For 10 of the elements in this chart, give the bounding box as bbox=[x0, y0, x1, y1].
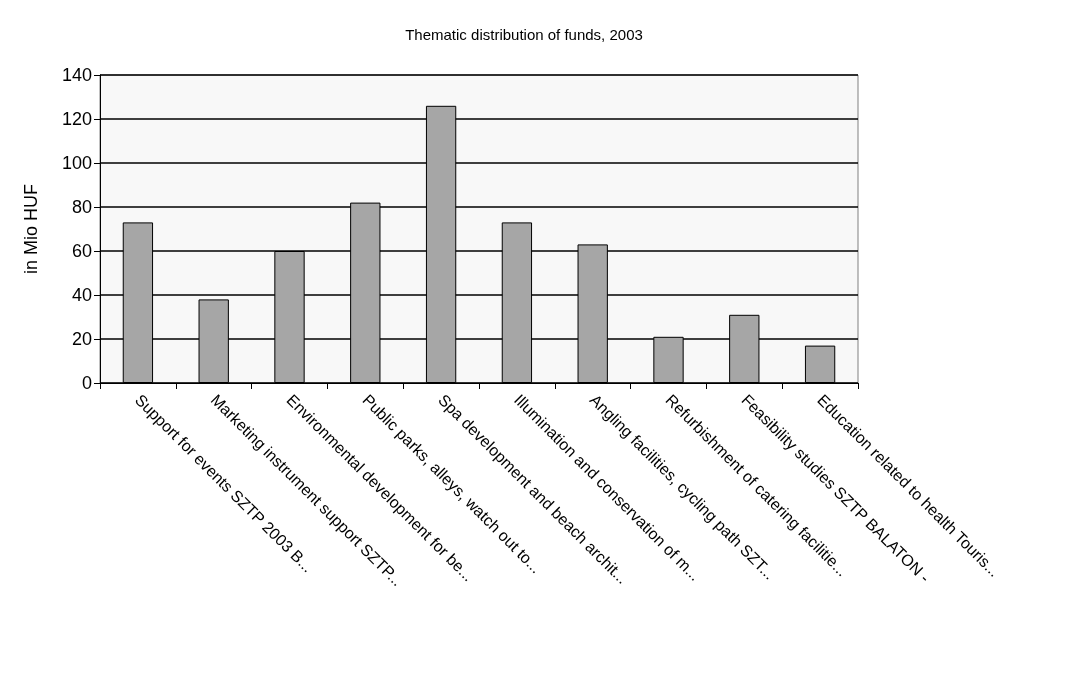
y-tick-label: 80 bbox=[71, 197, 92, 217]
y-axis-title: in Mio HUF bbox=[21, 183, 41, 275]
y-tick-label: 40 bbox=[71, 285, 92, 305]
y-tick-label: 120 bbox=[61, 109, 92, 129]
y-tick-label: 20 bbox=[71, 329, 92, 349]
chart-title: Thematic distribution of funds, 2003 bbox=[405, 26, 643, 43]
y-tick-label: 140 bbox=[61, 65, 92, 85]
y-tick-label: 100 bbox=[61, 153, 92, 173]
y-tick-label: 60 bbox=[71, 241, 92, 261]
y-tick-label: 0 bbox=[81, 373, 92, 393]
